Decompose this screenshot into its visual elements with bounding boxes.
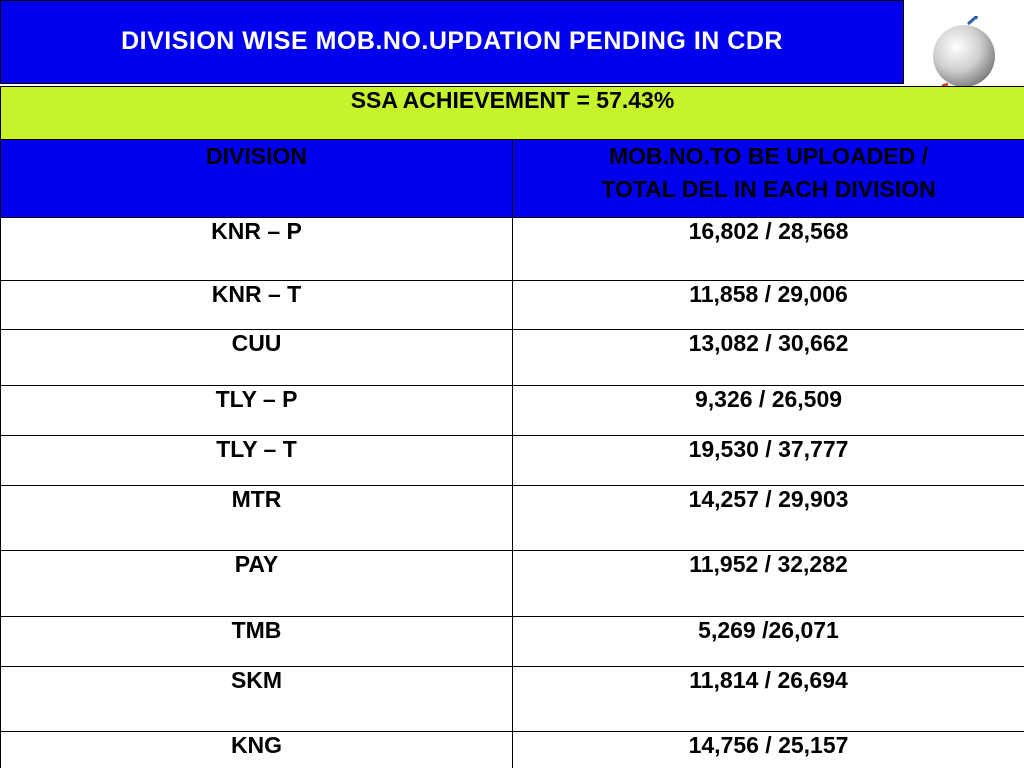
division-cell: KNR – P xyxy=(0,217,513,281)
division-cell: PAY xyxy=(0,550,513,617)
column-header-mob-line1: MOB.NO.TO BE UPLOADED / xyxy=(608,143,929,169)
table-row: SKM 11,814 / 26,694 xyxy=(0,666,1024,732)
table-row: KNG 14,756 / 25,157 xyxy=(0,731,1024,768)
value-cell: 14,756 / 25,157 xyxy=(511,731,1024,768)
table-row: CUU 13,082 / 30,662 xyxy=(0,329,1024,386)
table-row: TLY – P 9,326 / 26,509 xyxy=(0,385,1024,436)
column-header-mob-line2: TOTAL DEL IN EACH DIVISION xyxy=(601,176,936,202)
division-cell: SKM xyxy=(0,666,513,732)
value-cell: 19,530 / 37,777 xyxy=(511,435,1024,486)
value-cell: 16,802 / 28,568 xyxy=(511,217,1024,281)
division-cell: MTR xyxy=(0,485,513,551)
division-cell: TLY – P xyxy=(0,385,513,436)
table-row: MTR 14,257 / 29,903 xyxy=(0,485,1024,551)
ssa-achievement: SSA ACHIEVEMENT = 57.43% xyxy=(0,86,1024,140)
value-cell: 13,082 / 30,662 xyxy=(511,329,1024,386)
column-header-division: DIVISION xyxy=(0,139,513,218)
table-row: KNR – P 16,802 / 28,568 xyxy=(0,217,1024,281)
value-cell: 11,858 / 29,006 xyxy=(511,280,1024,330)
globe-logo-icon xyxy=(933,15,995,88)
division-cell: TMB xyxy=(0,616,513,667)
division-table: SSA ACHIEVEMENT = 57.43% DIVISION MOB.NO… xyxy=(0,86,1024,768)
division-cell: KNG xyxy=(0,731,513,768)
table-row: TMB 5,269 /26,071 xyxy=(0,616,1024,667)
value-cell: 11,814 / 26,694 xyxy=(511,666,1024,732)
title-bar: DIVISION WISE MOB.NO.UPDATION PENDING IN… xyxy=(0,0,904,84)
division-cell: KNR – T xyxy=(0,280,513,330)
value-cell: 11,952 / 32,282 xyxy=(511,550,1024,617)
table-row: KNR – T 11,858 / 29,006 xyxy=(0,280,1024,330)
table-row: PAY 11,952 / 32,282 xyxy=(0,550,1024,617)
achievement-row: SSA ACHIEVEMENT = 57.43% xyxy=(0,86,1024,140)
division-cell: CUU xyxy=(0,329,513,386)
header-row: DIVISION MOB.NO.TO BE UPLOADED / TOTAL D… xyxy=(0,139,1024,218)
page-title: DIVISION WISE MOB.NO.UPDATION PENDING IN… xyxy=(121,26,783,55)
column-header-mob: MOB.NO.TO BE UPLOADED / TOTAL DEL IN EAC… xyxy=(511,139,1024,218)
value-cell: 9,326 / 26,509 xyxy=(511,385,1024,436)
value-cell: 14,257 / 29,903 xyxy=(511,485,1024,551)
table-row: TLY – T 19,530 / 37,777 xyxy=(0,435,1024,486)
value-cell: 5,269 /26,071 xyxy=(511,616,1024,667)
division-cell: TLY – T xyxy=(0,435,513,486)
